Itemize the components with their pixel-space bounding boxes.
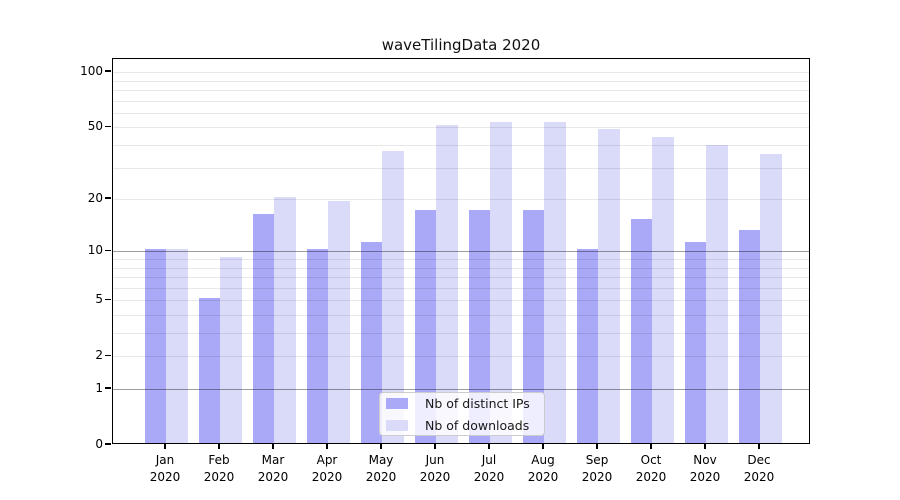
x-tick-mark <box>218 444 220 449</box>
chart-title: waveTilingData 2020 <box>381 36 541 54</box>
bar-downloads <box>166 249 188 443</box>
bars-layer <box>113 59 809 443</box>
bar-distinct-ips <box>576 249 598 443</box>
legend-swatch-distinct-ips <box>386 397 408 409</box>
bar-downloads <box>382 151 404 443</box>
legend-label-distinct-ips: Nb of distinct IPs <box>425 395 530 411</box>
x-tick-mark <box>650 444 652 449</box>
x-tick-mark <box>542 444 544 449</box>
legend-item-distinct-ips: Nb of distinct IPs <box>386 396 536 411</box>
bar-distinct-ips <box>630 219 652 443</box>
x-tick-label: Oct 2020 <box>635 453 667 484</box>
y-tick-label: 10 <box>87 243 103 258</box>
bar-distinct-ips <box>144 249 166 443</box>
x-tick-label: Jun 2020 <box>419 453 451 484</box>
y-tick-mark <box>105 125 111 128</box>
y-tick-mark <box>105 197 111 199</box>
y-tick-mark <box>105 298 111 300</box>
bar-downloads <box>328 201 350 443</box>
bar-downloads <box>598 128 620 443</box>
bar-distinct-ips <box>738 229 760 443</box>
x-tick-label: Apr 2020 <box>311 453 343 484</box>
bar-downloads <box>652 137 674 443</box>
y-tick-label: 1 <box>95 381 103 395</box>
x-tick-label: Jul 2020 <box>473 453 505 484</box>
x-tick-mark <box>488 444 490 449</box>
bar-downloads <box>760 153 782 443</box>
x-tick-label: Nov 2020 <box>689 453 721 484</box>
x-tick-mark <box>326 444 328 449</box>
x-tick-label: Feb 2020 <box>203 453 235 484</box>
bar-distinct-ips <box>360 242 382 443</box>
plot-area <box>112 58 810 444</box>
bar-distinct-ips <box>198 298 220 443</box>
legend-item-downloads: Nb of downloads <box>386 418 536 433</box>
bar-downloads <box>274 197 296 443</box>
y-tick-mark <box>105 354 111 356</box>
legend-swatch-downloads <box>386 419 408 431</box>
y-tick-label: 2 <box>95 348 103 363</box>
x-tick-mark <box>758 444 760 449</box>
x-tick-mark <box>434 444 436 449</box>
bar-distinct-ips <box>468 209 490 443</box>
bar-downloads <box>220 257 242 443</box>
bar-downloads <box>706 145 728 443</box>
legend-label-downloads: Nb of downloads <box>425 417 530 433</box>
y-tick-label: 0 <box>95 437 103 451</box>
y-tick-label: 50 <box>87 119 103 134</box>
y-tick-label: 100 <box>80 64 103 79</box>
x-tick-mark <box>704 444 706 449</box>
x-tick-mark <box>596 444 598 449</box>
bar-distinct-ips <box>414 209 436 443</box>
bar-downloads <box>490 122 512 443</box>
x-tick-label: Jan 2020 <box>149 453 181 484</box>
y-tick-mark <box>105 249 111 251</box>
bar-downloads <box>436 125 458 443</box>
bar-distinct-ips <box>252 214 274 443</box>
bar-distinct-ips <box>684 242 706 443</box>
y-tick-mark <box>105 443 111 445</box>
y-tick-mark <box>105 70 111 72</box>
x-tick-label: Mar 2020 <box>257 453 289 484</box>
x-tick-label: Sep 2020 <box>581 453 613 484</box>
y-tick-label: 20 <box>87 191 103 206</box>
x-tick-label: May 2020 <box>365 453 397 484</box>
bar-distinct-ips <box>306 249 328 443</box>
x-tick-mark <box>272 444 274 449</box>
x-tick-mark <box>164 444 166 449</box>
x-tick-mark <box>380 444 382 449</box>
legend: Nb of distinct IPs Nb of downloads <box>379 392 545 436</box>
bar-downloads <box>544 122 566 443</box>
bar-distinct-ips <box>522 209 544 443</box>
y-tick-mark <box>105 387 111 389</box>
x-tick-label: Dec 2020 <box>743 453 775 484</box>
y-tick-label: 5 <box>95 292 103 307</box>
x-tick-label: Aug 2020 <box>527 453 559 484</box>
